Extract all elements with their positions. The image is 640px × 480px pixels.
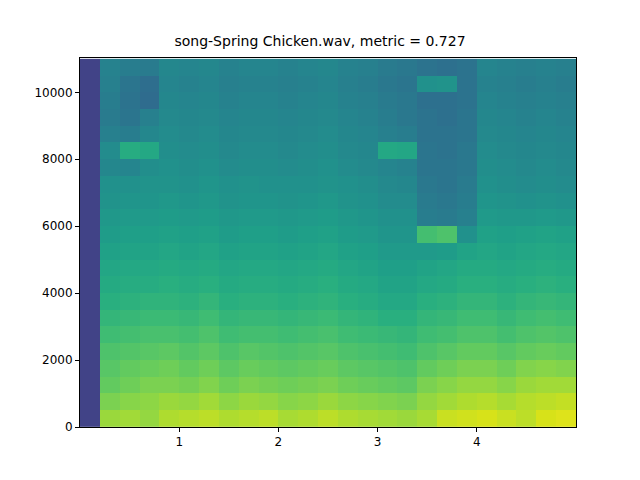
svg-text:4: 4	[473, 435, 481, 449]
svg-text:song-Spring Chicken.wav, metri: song-Spring Chicken.wav, metric = 0.727	[174, 33, 465, 49]
svg-text:0: 0	[65, 420, 73, 434]
svg-text:10000: 10000	[34, 86, 72, 100]
svg-text:1: 1	[175, 435, 183, 449]
svg-text:3: 3	[374, 435, 382, 449]
svg-text:8000: 8000	[42, 152, 73, 166]
svg-text:2000: 2000	[42, 353, 73, 367]
svg-text:6000: 6000	[42, 219, 73, 233]
svg-text:4000: 4000	[42, 286, 73, 300]
svg-text:2: 2	[275, 435, 283, 449]
